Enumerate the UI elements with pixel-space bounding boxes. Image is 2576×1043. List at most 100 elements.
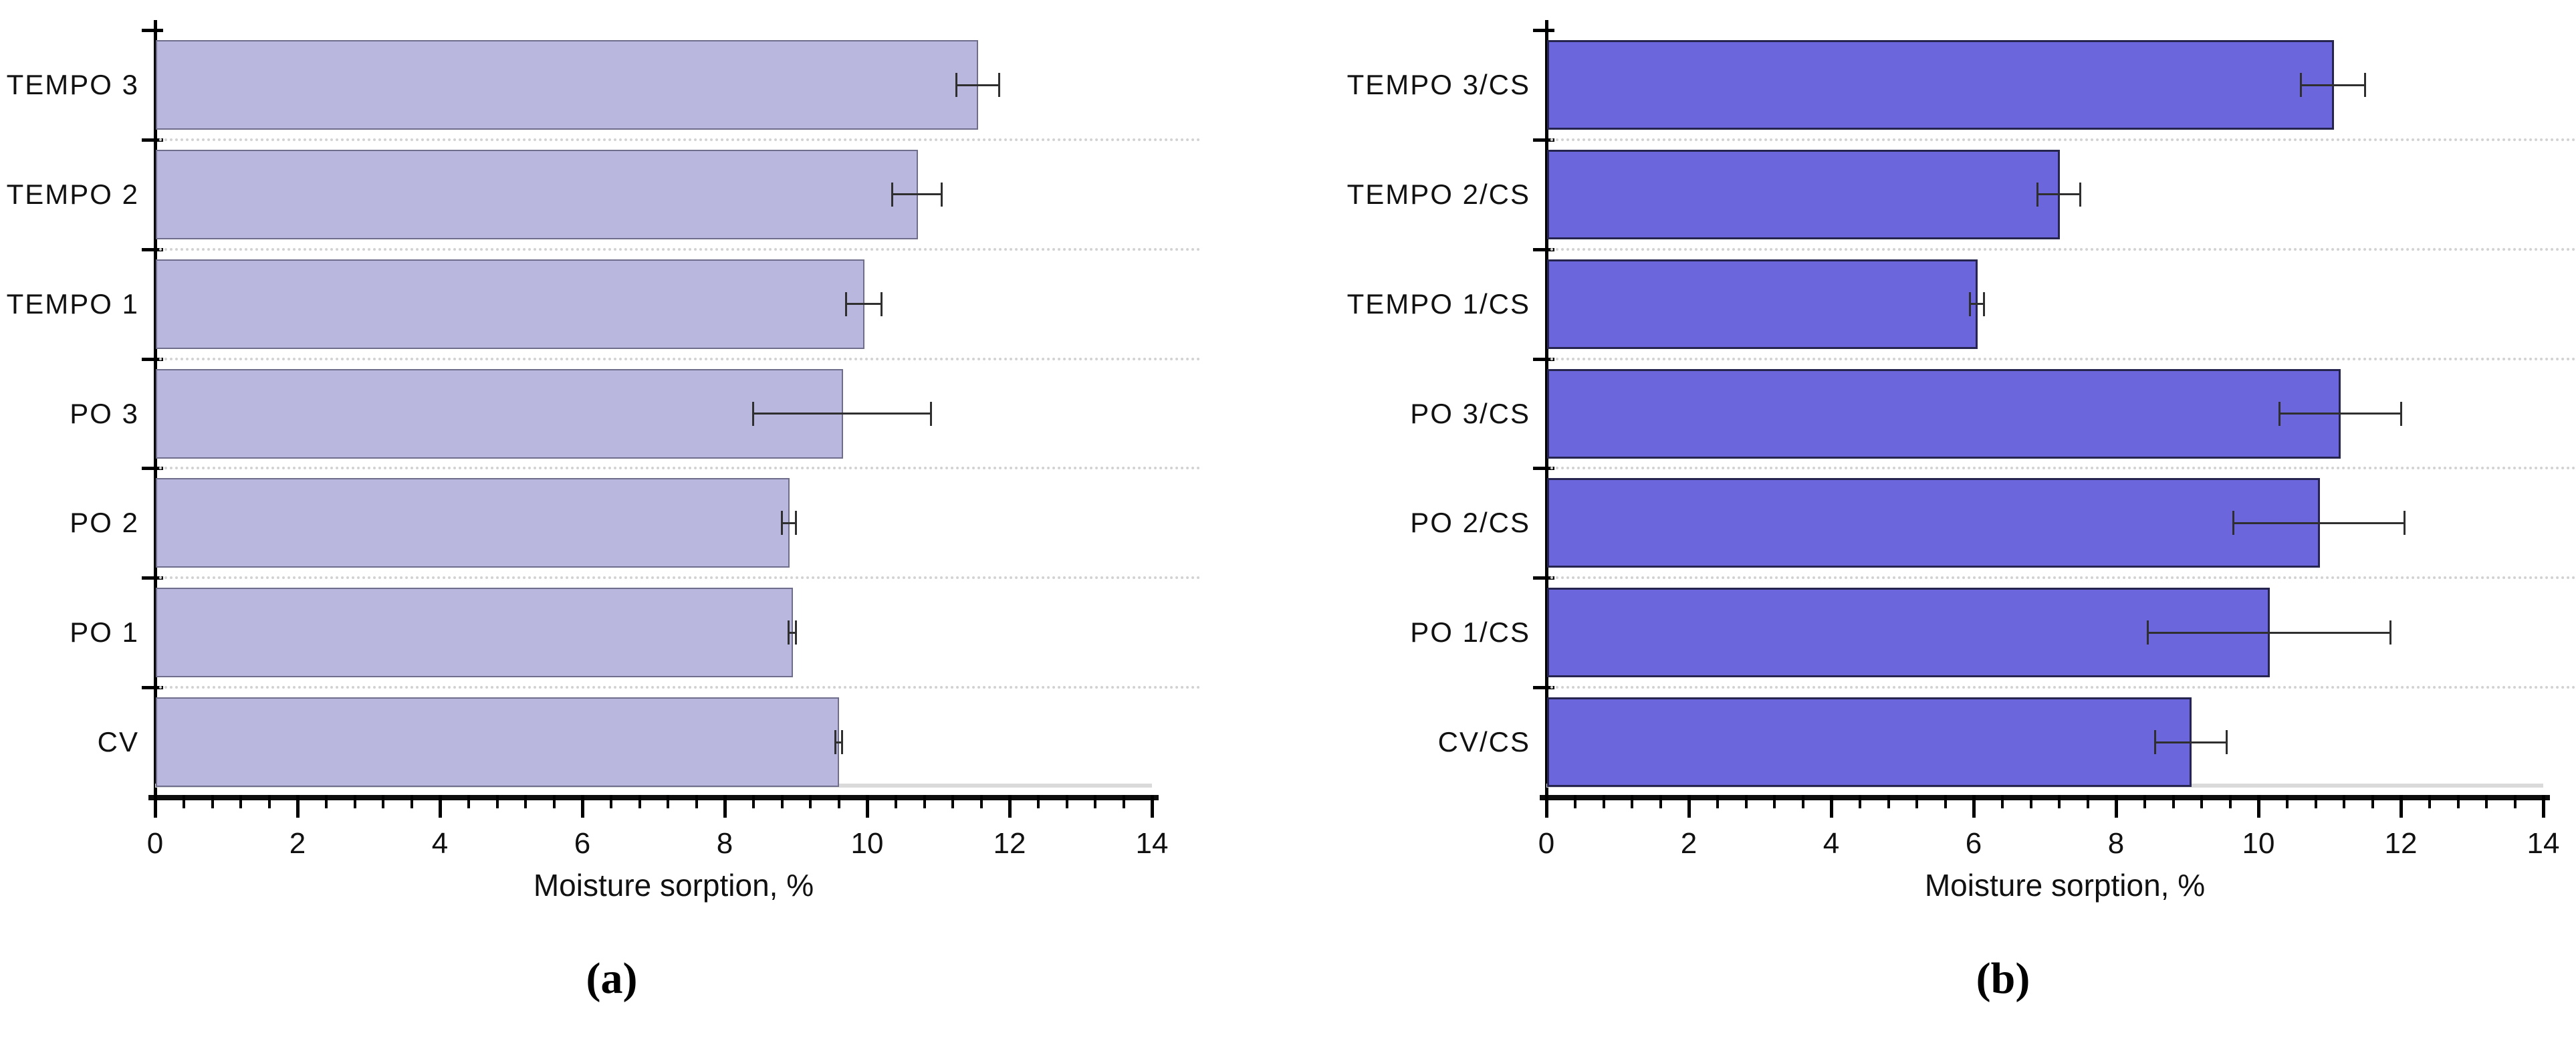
gridline <box>159 467 1201 470</box>
x-minor-tick <box>1716 795 1720 808</box>
x-minor-tick <box>638 795 641 808</box>
gridline <box>159 138 1201 141</box>
bar-tempo-3 <box>156 40 979 130</box>
chart-caption: (a) <box>586 954 638 1003</box>
x-minor-tick <box>267 795 271 808</box>
x-minor-tick <box>2228 795 2232 808</box>
x-tick <box>439 795 442 818</box>
x-minor-tick <box>410 795 413 808</box>
y-axis-tick <box>142 29 163 32</box>
error-bar <box>2301 84 2365 86</box>
error-bar-cap <box>1983 292 1986 316</box>
bar-po-3-cs <box>1547 368 2341 459</box>
y-axis <box>1545 20 1548 797</box>
x-minor-tick <box>2456 795 2460 808</box>
x-tick <box>1008 795 1012 818</box>
category-label: TEMPO 3 <box>6 69 139 100</box>
x-minor-tick <box>809 795 812 808</box>
bar-po-1 <box>156 588 794 678</box>
x-minor-tick <box>667 795 670 808</box>
error-bar-cap <box>834 730 836 755</box>
error-bar-cap <box>841 730 844 755</box>
x-minor-tick <box>2314 795 2317 808</box>
bar-po-3 <box>156 368 843 459</box>
error-bar-cap <box>844 292 847 316</box>
error-bar-cap <box>2300 73 2303 97</box>
error-bar-cap <box>2154 730 2157 755</box>
x-minor-tick <box>325 795 328 808</box>
gridline <box>1550 467 2576 470</box>
x-minor-tick <box>837 795 840 808</box>
x-minor-tick <box>1744 795 1748 808</box>
x-minor-tick <box>552 795 556 808</box>
bar-tempo-1-cs <box>1547 259 1978 349</box>
gridline <box>1550 576 2576 580</box>
bar-tempo-2 <box>156 149 918 239</box>
x-tick-label: 4 <box>431 827 449 860</box>
error-bar-cap <box>780 511 783 536</box>
category-label: PO 2/CS <box>1410 507 1530 539</box>
x-minor-tick <box>2428 795 2432 808</box>
y-axis-tick <box>1533 138 1554 142</box>
x-minor-tick <box>467 795 471 808</box>
x-minor-tick <box>495 795 499 808</box>
error-bar-cap <box>2399 401 2402 426</box>
bar-po-2 <box>156 478 790 568</box>
x-tick-label: 0 <box>1538 827 1555 860</box>
y-axis-tick <box>1533 576 1554 580</box>
error-bar <box>846 303 882 306</box>
x-tick-label: 6 <box>1965 827 1982 860</box>
x-minor-tick <box>780 795 784 808</box>
x-tick <box>1151 795 1154 818</box>
category-label: TEMPO 3/CS <box>1346 69 1530 100</box>
error-bar-cap <box>930 401 933 426</box>
y-axis-tick <box>1533 247 1554 251</box>
x-axis-title: Moisture sorption, % <box>1924 868 2206 903</box>
y-axis-tick <box>142 138 163 142</box>
x-axis <box>148 795 1159 800</box>
x-tick <box>2257 795 2260 818</box>
error-bar <box>753 413 931 415</box>
error-bar <box>835 741 842 743</box>
error-bar-cap <box>752 401 755 426</box>
category-label: PO 3 <box>70 397 139 429</box>
error-bar <box>2037 193 2081 196</box>
x-minor-tick <box>2343 795 2346 808</box>
error-bar-cap <box>2225 730 2228 755</box>
x-minor-tick <box>1801 795 1804 808</box>
category-label: TEMPO 1/CS <box>1346 287 1530 320</box>
y-axis-tick <box>1533 467 1554 471</box>
x-tick <box>1830 795 1833 818</box>
x-minor-tick <box>951 795 955 808</box>
error-bar-cap <box>941 182 943 207</box>
x-tick <box>1687 795 1691 818</box>
error-bar-cap <box>880 292 883 316</box>
category-label: CV <box>97 726 139 758</box>
x-minor-tick <box>923 795 926 808</box>
error-bar-cap <box>2389 620 2391 645</box>
y-axis-tick <box>1533 686 1554 690</box>
x-minor-tick <box>2485 795 2488 808</box>
x-minor-tick <box>1574 795 1577 808</box>
gridline <box>1550 686 2576 689</box>
x-minor-tick <box>2513 795 2516 808</box>
x-tick <box>154 795 157 818</box>
y-axis-tick <box>1533 357 1554 361</box>
error-bar-cap <box>795 620 797 645</box>
x-minor-tick <box>1859 795 1862 808</box>
y-axis-tick <box>142 686 163 690</box>
x-minor-tick <box>2143 795 2147 808</box>
error-bar <box>2155 741 2227 743</box>
bar-tempo-2-cs <box>1547 149 2060 239</box>
error-bar-cap <box>2403 511 2406 536</box>
bar-tempo-1 <box>156 259 864 349</box>
x-minor-tick <box>2086 795 2089 808</box>
x-tick-label: 2 <box>289 827 306 860</box>
error-bar <box>2233 522 2405 524</box>
x-minor-tick <box>979 795 983 808</box>
x-tick <box>723 795 727 818</box>
x-minor-tick <box>382 795 385 808</box>
x-tick-label: 2 <box>1680 827 1697 860</box>
x-tick-label: 10 <box>850 827 884 860</box>
